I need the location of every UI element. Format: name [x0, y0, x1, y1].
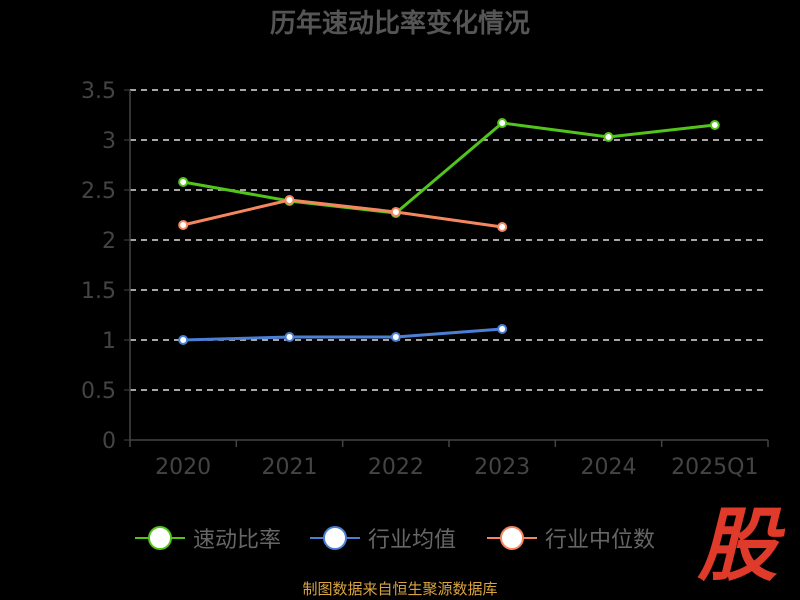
legend-label: 行业均值 [368, 528, 457, 553]
data-point[interactable] [178, 220, 189, 230]
legend-symbol [487, 518, 537, 558]
data-point[interactable] [497, 118, 508, 128]
data-point[interactable] [603, 132, 614, 142]
data-point[interactable] [390, 332, 401, 342]
legend-symbol [135, 518, 185, 558]
legend-label: 速动比率 [193, 528, 282, 553]
y-tick-label: 2 [102, 229, 116, 254]
y-tick-label: 2.5 [81, 179, 116, 204]
brand-logo: 股 [697, 498, 778, 592]
chart-title: 历年速动比率变化情况 [270, 8, 530, 39]
legend-symbol [310, 518, 360, 558]
legend-item-industry-mean[interactable]: 行业均值 [310, 518, 456, 558]
legend-label: 行业中位数 [545, 528, 656, 553]
data-point[interactable] [709, 120, 720, 130]
data-point[interactable] [390, 207, 401, 217]
y-tick-label: 1 [102, 329, 116, 354]
data-point[interactable] [284, 195, 295, 205]
x-tick-label: 2022 [368, 455, 424, 480]
legend-item-quick-ratio[interactable]: 速动比率 [135, 518, 281, 558]
y-tick-label: 3.5 [81, 79, 116, 104]
legend: 速动比率 行业均值 行业中位数 [0, 518, 800, 558]
series-line [182, 121, 716, 215]
x-tick-label: 2025Q1 [671, 455, 758, 480]
series-line [183, 327, 503, 342]
data-point[interactable] [178, 335, 189, 345]
y-tick-label: 1.5 [81, 279, 116, 304]
y-tick-label: 0.5 [81, 379, 116, 404]
source-note: 制图数据来自恒生聚源数据库 [302, 580, 498, 598]
y-tick-label: 3 [102, 129, 116, 154]
x-tick-label: 2023 [474, 455, 530, 480]
x-tick-label: 2024 [581, 455, 637, 480]
data-point[interactable] [284, 332, 295, 342]
data-point[interactable] [178, 177, 189, 187]
legend-item-industry-median[interactable]: 行业中位数 [487, 518, 655, 558]
data-point[interactable] [497, 324, 508, 334]
y-tick-label: 0 [102, 429, 116, 454]
x-tick-label: 2020 [155, 455, 211, 480]
data-point[interactable] [497, 222, 508, 232]
x-tick-label: 2021 [262, 455, 318, 480]
series-line [182, 198, 503, 229]
